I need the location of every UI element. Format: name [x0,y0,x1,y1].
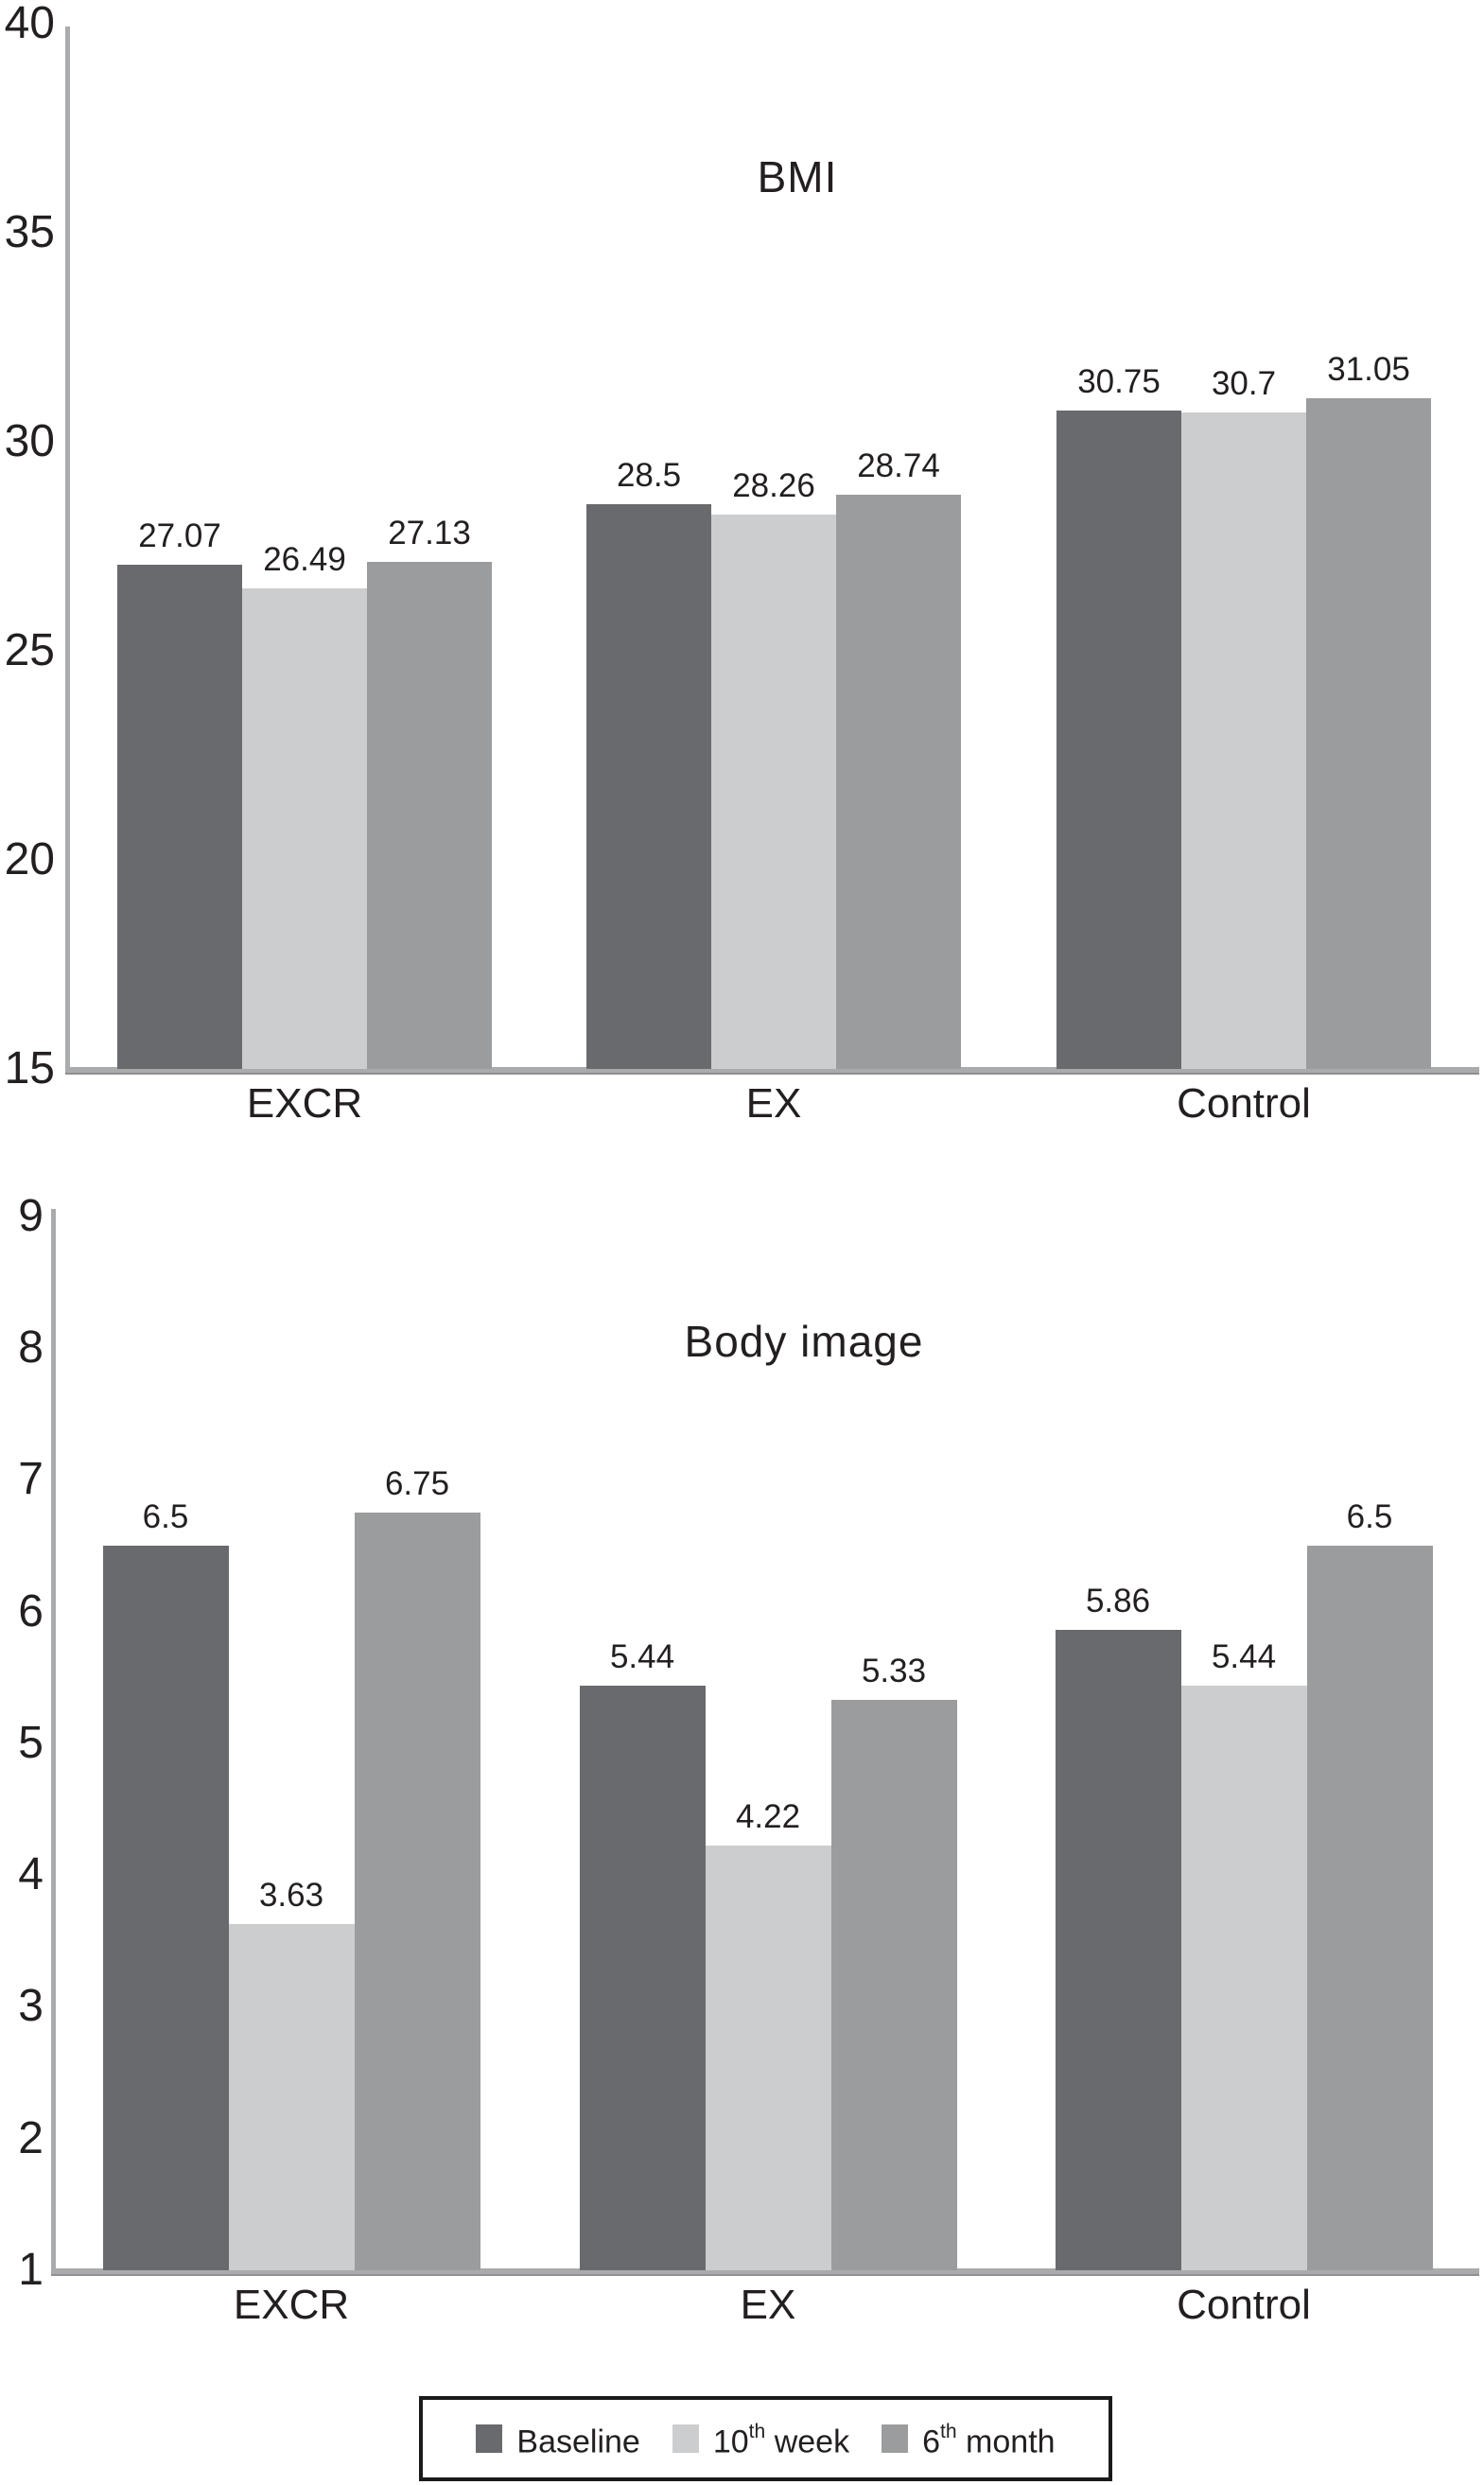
bar-value-label: 6.5 [1346,1497,1393,1535]
bar-value-label: 5.44 [609,1637,675,1675]
bar [367,561,492,1069]
bar [836,494,961,1069]
category-label: EX [745,1080,802,1127]
y-tick-label: 2 [18,2112,44,2163]
bar-value-label: 5.44 [1211,1637,1277,1675]
bar [1056,410,1181,1069]
bar-value-label: 28.26 [732,466,815,504]
y-tick-label: 1 [18,2245,44,2295]
y-axis-line [51,1209,56,2270]
chart-title-body-image: Body image [684,1317,924,1366]
bar-value-label: 5.86 [1085,1583,1151,1619]
bar-value-label: 5.33 [861,1652,927,1689]
bar-value-label: 6.75 [384,1465,450,1503]
y-tick-label: 9 [18,1190,44,1241]
y-tick-label: 25 [4,625,55,675]
week10-swatch-icon [672,2424,699,2453]
baseline-swatch-icon [476,2424,503,2453]
y-axis-line [65,26,70,1069]
bar-value-label: 30.7 [1211,365,1277,403]
bar [354,1513,480,2270]
y-tick-label: 6 [18,1585,44,1636]
bar [228,1923,355,2270]
x-axis-line [65,1067,1479,1075]
legend-label-10th-week: 10th week [712,2421,850,2460]
bar [1055,1630,1181,2270]
y-tick-label: 4 [18,1849,44,1900]
month6-swatch-icon [882,2424,909,2453]
bar-value-label: 31.05 [1327,350,1410,388]
y-tick-label: 35 [4,207,55,257]
category-label: EXCR [246,1080,363,1127]
bar-value-label: 27.13 [388,514,471,551]
category-label: Control [1177,1080,1311,1127]
bar [830,1699,957,2270]
bar [1306,397,1431,1069]
bar [1180,1685,1307,2270]
legend-item-baseline: Baseline [476,2417,640,2460]
y-tick-label: 30 [4,416,55,466]
y-tick-label: 3 [18,1981,44,2032]
y-tick-label: 5 [18,1717,44,1768]
category-label: Control [1177,2282,1311,2328]
category-label: EX [740,2282,796,2328]
chart-title-bmi: BMI [757,152,838,201]
bar-value-label: 28.5 [616,457,682,495]
bar [1306,1545,1433,2270]
bar-value-label: 4.22 [735,1798,801,1836]
bar-value-label: 28.74 [857,446,940,484]
bar [242,588,367,1069]
bar [711,514,836,1069]
bar-value-label: 26.49 [263,541,346,579]
legend-item-6th-month: 6th month [882,2417,1056,2460]
bar-value-label: 27.07 [138,516,221,554]
y-tick-label: 8 [18,1321,44,1373]
bar [102,1545,229,2270]
bar [1181,412,1306,1069]
legend-label-6th-month: 6th month [922,2421,1056,2460]
bar [117,564,242,1069]
legend-item-10th-week: 10th week [672,2417,850,2460]
x-axis-line [51,2268,1479,2276]
bar [705,1846,831,2270]
bar [586,504,711,1069]
y-tick-label: 20 [4,834,55,884]
category-label: EXCR [233,2282,350,2328]
y-tick-label: 15 [4,1043,55,1094]
y-tick-label: 40 [4,0,55,48]
bar-value-label: 3.63 [258,1876,324,1914]
bar [579,1685,706,2270]
legend: Baseline 10th week 6th month [419,2396,1112,2481]
legend-label-baseline: Baseline [516,2424,640,2460]
bar-value-label: 6.5 [142,1497,189,1535]
bar-value-label: 30.75 [1077,362,1161,400]
y-tick-label: 7 [18,1454,44,1505]
